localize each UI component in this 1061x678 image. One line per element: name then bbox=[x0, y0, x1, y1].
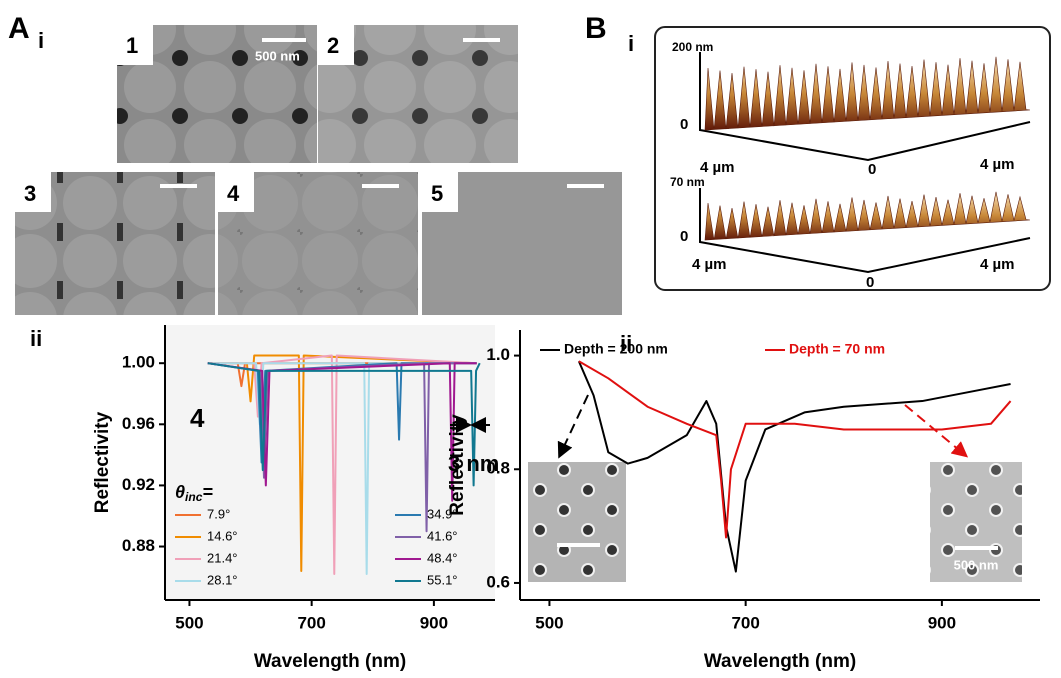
afm-y-label: 4 µm bbox=[980, 256, 1015, 273]
y-axis-title: Reflectivity bbox=[92, 411, 113, 513]
x-axis-title: Wavelength (nm) bbox=[254, 651, 406, 672]
y-tick-label: 0.8 bbox=[486, 459, 510, 478]
y-axis-title: Reflectivity bbox=[447, 414, 468, 516]
scale-label: 500 nm bbox=[954, 557, 999, 572]
scale-label: 500 nm bbox=[255, 48, 300, 63]
series-line bbox=[207, 362, 481, 487]
afm-panel: 200 nm 0 4 µm 0 4 µm 70 nm 0 4 µm 0 4 µm bbox=[654, 26, 1051, 291]
afm-x-label: 4 µm bbox=[692, 256, 727, 273]
panel-sublabel: ii bbox=[30, 326, 42, 351]
inset-image bbox=[930, 462, 1022, 582]
series-line bbox=[207, 362, 477, 502]
legend-label: 41.6° bbox=[427, 528, 458, 543]
afm-z0: 0 bbox=[680, 116, 688, 133]
panel-sublabel: ii bbox=[620, 331, 632, 356]
panel-sublabel: i bbox=[628, 31, 634, 56]
legend-label: 28.1° bbox=[207, 572, 238, 587]
sem-label: 4 bbox=[227, 181, 240, 206]
legend-label: 55.1° bbox=[427, 572, 458, 587]
y-tick-label: 0.96 bbox=[122, 414, 155, 433]
sem-insets: 500 nm bbox=[528, 394, 1022, 582]
sem-label: 3 bbox=[24, 181, 36, 206]
x-tick-label: 700 bbox=[297, 613, 325, 632]
legend-label: 21.4° bbox=[207, 550, 238, 565]
legend-label: 34.9° bbox=[427, 506, 458, 521]
afm-z-label: 200 nm bbox=[672, 40, 713, 54]
legend-title-part: θ bbox=[175, 482, 185, 502]
annotation: 4 bbox=[190, 403, 205, 433]
x-tick-label: 900 bbox=[420, 613, 448, 632]
sem-label: 2 bbox=[327, 33, 339, 58]
afm-y-label: 4 µm bbox=[980, 156, 1015, 173]
sem-label: 1 bbox=[126, 33, 138, 58]
afm-origin: 0 bbox=[868, 161, 876, 178]
legend-title-part: = bbox=[202, 482, 213, 502]
legend-label: 48.4° bbox=[427, 550, 458, 565]
sem-images: 1 2 3 4 5 500 nm bbox=[15, 25, 622, 315]
panel-label: B bbox=[585, 12, 607, 45]
afm-x-label: 4 µm bbox=[700, 159, 735, 176]
x-tick-label: 700 bbox=[731, 613, 759, 632]
y-tick-label: 0.6 bbox=[486, 572, 510, 591]
series-line bbox=[578, 360, 1012, 539]
legend-label: 14.6° bbox=[207, 528, 238, 543]
legend-title-part: inc bbox=[185, 490, 203, 504]
sem-label: 5 bbox=[431, 181, 443, 206]
x-tick-label: 900 bbox=[928, 613, 956, 632]
y-tick-label: 1.0 bbox=[486, 345, 510, 364]
y-tick-label: 0.88 bbox=[122, 536, 155, 555]
afm-z-label: 70 nm bbox=[670, 175, 705, 189]
x-tick-label: 500 bbox=[175, 613, 203, 632]
y-tick-label: 1.00 bbox=[122, 353, 155, 372]
afm-surface bbox=[704, 56, 1031, 131]
legend-label: Depth = 200 nm bbox=[564, 341, 668, 357]
x-axis-title: Wavelength (nm) bbox=[704, 651, 856, 672]
series-line bbox=[207, 362, 477, 576]
afm-origin: 0 bbox=[866, 274, 874, 291]
x-tick-label: 500 bbox=[535, 613, 563, 632]
inset-image bbox=[528, 462, 626, 582]
legend-title: θinc= bbox=[175, 482, 213, 504]
panel-sublabel: i bbox=[38, 28, 44, 53]
series-line bbox=[207, 354, 477, 576]
annotation: 3 nm bbox=[448, 451, 499, 476]
afm-surface bbox=[704, 191, 1031, 241]
legend-label: Depth = 70 nm bbox=[789, 341, 885, 357]
panel-label: A bbox=[8, 12, 30, 45]
legend-label: 7.9° bbox=[207, 506, 230, 521]
afm-z0: 0 bbox=[680, 228, 688, 245]
y-tick-label: 0.92 bbox=[122, 475, 155, 494]
